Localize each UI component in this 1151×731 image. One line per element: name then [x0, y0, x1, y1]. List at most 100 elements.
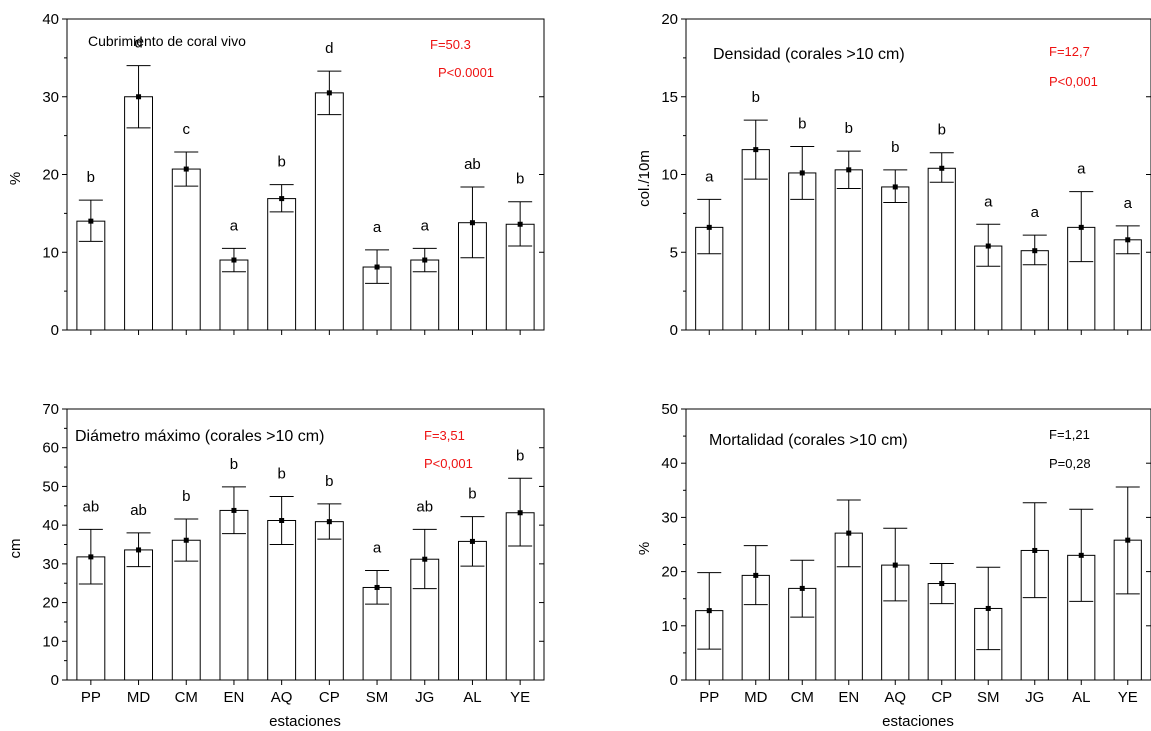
- y-tick-label: 30: [42, 556, 59, 573]
- mean-point-CM: [799, 170, 805, 176]
- mean-point-JG: [422, 556, 428, 562]
- mean-point-AQ: [892, 562, 898, 568]
- mean-point-EN: [846, 530, 852, 536]
- y-tick-label: 70: [42, 401, 59, 418]
- mean-point-MD: [753, 572, 759, 578]
- x-tick-label-YE: YE: [1118, 689, 1138, 706]
- x-tick-label-CM: CM: [791, 689, 814, 706]
- y-tick-label: 0: [51, 672, 59, 689]
- mean-point-PP: [88, 218, 94, 224]
- y-tick-label: 20: [42, 595, 59, 612]
- bar-EN: [834, 532, 863, 681]
- y-axis-label: col./10m: [636, 150, 653, 207]
- mean-point-MD: [136, 547, 142, 553]
- y-tick-label: 20: [661, 564, 678, 581]
- chart-panel-3: 0 10 20 30 40 50 60 70 cm ab PP ab MD b CM b EN b AQ b CP a SM…: [7, 401, 545, 730]
- mean-point-YE: [517, 221, 523, 227]
- significance-letter-MD: ab: [130, 502, 147, 519]
- significance-letter-PP: ab: [83, 498, 100, 515]
- bar-MD: [124, 96, 154, 331]
- bar-MD: [124, 549, 154, 681]
- stat-annotation-2: P<0,001: [1049, 74, 1098, 89]
- mean-point-AQ: [279, 517, 285, 523]
- significance-letter-PP: a: [705, 168, 714, 185]
- x-axis-label: estaciones: [269, 713, 341, 730]
- mean-point-AL: [1078, 552, 1084, 558]
- x-tick-label-AQ: AQ: [271, 689, 293, 706]
- significance-letter-AL: a: [1077, 161, 1086, 178]
- significance-letter-AQ: b: [277, 465, 285, 482]
- mean-point-EN: [231, 507, 237, 513]
- mean-point-YE: [517, 510, 523, 516]
- y-axis-label: %: [7, 172, 24, 185]
- stat-annotation-2: P=0,28: [1049, 456, 1091, 471]
- significance-letter-MD: b: [752, 89, 760, 106]
- chart-panel-4: 0 10 20 30 40 50% PP MD CM EN AQ CP SM JG AL YE estacion…: [636, 401, 1151, 730]
- significance-letter-YE: b: [516, 447, 524, 464]
- significance-letter-PP: b: [87, 169, 95, 186]
- mean-point-PP: [706, 224, 712, 230]
- significance-letter-EN: a: [230, 217, 239, 234]
- bar-EN: [219, 509, 249, 681]
- bar-CP: [927, 167, 956, 331]
- x-tick-label-AQ: AQ: [884, 689, 906, 706]
- y-tick-label: 20: [661, 11, 678, 28]
- x-tick-label-CP: CP: [319, 689, 340, 706]
- mean-point-CM: [183, 537, 189, 543]
- mean-point-CM: [183, 166, 189, 172]
- stat-annotation-2: P<0,001: [424, 456, 473, 471]
- y-tick-label: 5: [670, 244, 678, 261]
- chart-panel-2: 0 5 10 15 20 col./10m a b b b b b a a a a Densidad (cora…: [636, 11, 1151, 339]
- x-tick-label-PP: PP: [699, 689, 719, 706]
- y-tick-label: 10: [661, 167, 678, 184]
- bar-AQ: [267, 519, 297, 681]
- y-axis-label: cm: [7, 539, 24, 559]
- y-tick-label: 40: [42, 517, 59, 534]
- chart-title: Cubrimiento de coral vivo: [88, 33, 246, 49]
- mean-point-AL: [1078, 224, 1084, 230]
- mean-point-MD: [136, 94, 142, 100]
- mean-point-JG: [1032, 547, 1038, 553]
- mean-point-SM: [374, 264, 380, 270]
- bar-CP: [314, 92, 344, 331]
- x-axis-label: estaciones: [882, 713, 954, 730]
- x-tick-label-PP: PP: [81, 689, 101, 706]
- significance-letter-MD: d: [134, 35, 142, 52]
- mean-point-YE: [1125, 537, 1131, 543]
- x-tick-label-EN: EN: [838, 689, 859, 706]
- x-tick-label-JG: JG: [1025, 689, 1044, 706]
- x-tick-label-CP: CP: [931, 689, 952, 706]
- stat-annotation-2: P<0.0001: [438, 65, 494, 80]
- significance-letter-CM: b: [798, 116, 806, 133]
- y-tick-label: 40: [42, 11, 59, 28]
- y-tick-label: 30: [42, 89, 59, 106]
- significance-letter-AQ: b: [277, 154, 285, 171]
- chart-title: Densidad (corales >10 cm): [713, 46, 905, 63]
- bar-AQ: [881, 186, 910, 331]
- y-tick-label: 15: [661, 89, 678, 106]
- chart-title: Mortalidad (corales >10 cm): [709, 432, 908, 449]
- mean-point-AQ: [892, 184, 898, 190]
- mean-point-AL: [469, 538, 475, 544]
- mean-point-MD: [753, 147, 759, 153]
- significance-letter-CP: b: [325, 473, 333, 490]
- mean-point-AL: [469, 220, 475, 226]
- significance-letter-CP: d: [325, 40, 333, 57]
- mean-point-SM: [374, 584, 380, 590]
- y-tick-label: 50: [42, 478, 59, 495]
- x-tick-label-MD: MD: [127, 689, 150, 706]
- significance-letter-JG: a: [1031, 204, 1040, 221]
- bar-YE: [1113, 239, 1142, 331]
- y-tick-label: 0: [670, 672, 678, 689]
- stat-annotation-1: F=50.3: [430, 37, 471, 52]
- stat-annotation-1: F=3,51: [424, 428, 465, 443]
- significance-letter-YE: a: [1124, 195, 1133, 212]
- y-tick-label: 20: [42, 167, 59, 184]
- mean-point-CP: [939, 581, 945, 587]
- mean-point-CP: [326, 90, 332, 96]
- mean-point-PP: [88, 554, 94, 560]
- y-axis-label: %: [636, 542, 653, 555]
- significance-letter-SM: a: [373, 539, 382, 556]
- significance-letter-JG: ab: [416, 498, 433, 515]
